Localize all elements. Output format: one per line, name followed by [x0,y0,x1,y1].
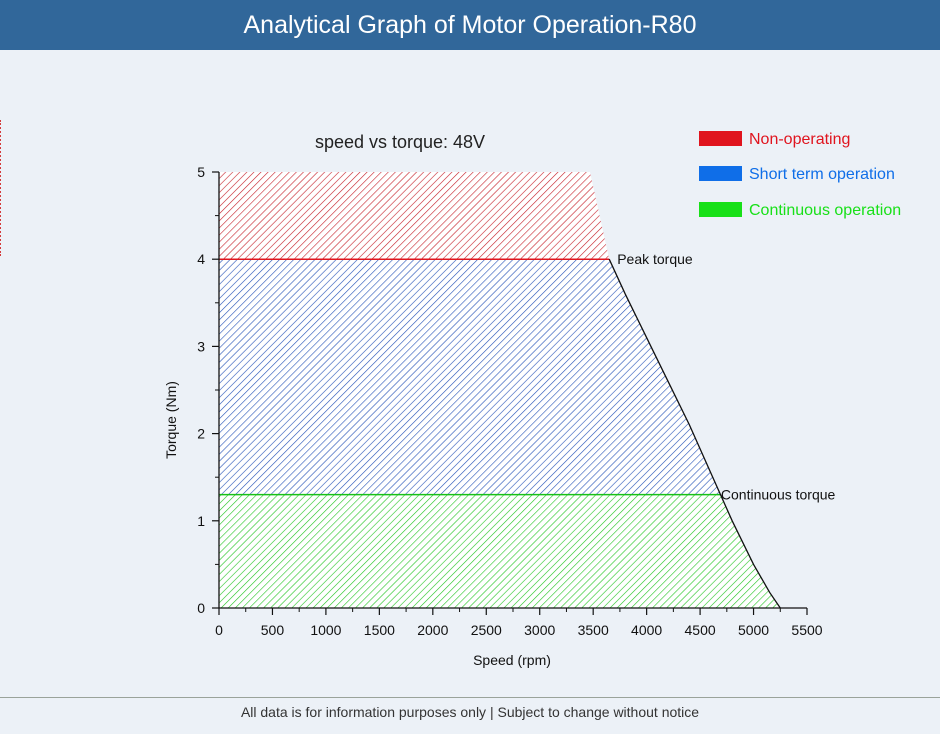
x-tick-label: 1500 [364,622,395,638]
x-tick-label: 5500 [791,622,822,638]
legend-swatch-short-term [699,166,742,181]
annotation-continuous-torque: Continuous torque [721,487,836,503]
footer-divider [0,697,940,698]
x-tick-label: 500 [261,622,285,638]
x-tick-label: 0 [215,622,223,638]
x-axis-label: Speed (rpm) [473,652,551,668]
speed-torque-chart: speed vs torque: 48V 0 500 1000 1500 2000 250… [163,131,901,668]
x-tick-label: 3000 [524,622,555,638]
legend: Non-operating Short term operation Conti… [699,131,901,219]
continuous-region [219,494,781,608]
legend-swatch-continuous [699,202,742,217]
chart-container: speed vs torque: 48V 0 500 1000 1500 2000 250… [150,120,930,680]
non-operating-region [219,172,610,260]
x-tick-label: 1000 [310,622,341,638]
legend-swatch-non-operating [699,131,742,146]
side-marker [0,120,4,256]
torque-speed-curve [608,258,781,609]
x-tick-label: 3500 [578,622,609,638]
x-tick-label: 4000 [631,622,662,638]
y-tick-label: 2 [197,426,205,442]
page-header: Analytical Graph of Motor Operation-R80 [0,0,940,50]
annotation-peak-torque: Peak torque [617,251,693,267]
y-tick-label: 1 [197,513,205,529]
x-tick-label: 4500 [685,622,716,638]
y-axis-label: Torque (Nm) [163,381,179,459]
y-tick-label: 3 [197,338,205,354]
page-title: Analytical Graph of Motor Operation-R80 [243,10,697,39]
x-tick-label: 2000 [417,622,448,638]
y-tick-label: 0 [197,600,205,616]
y-tick-label: 4 [197,251,205,267]
chart-title: speed vs torque: 48V [315,132,485,152]
legend-label-non-operating: Non-operating [749,131,850,148]
y-tick-label: 5 [197,164,205,180]
x-tick-label: 2500 [471,622,502,638]
legend-label-continuous: Continuous operation [749,202,901,219]
legend-label-short-term: Short term operation [749,166,895,183]
footer-disclaimer: All data is for information purposes onl… [240,704,700,720]
short-term-region [219,259,721,495]
chart-axes: 0 500 1000 1500 2000 2500 3000 3500 4000 4500 5000… [197,164,823,638]
x-tick-label: 5000 [738,622,769,638]
